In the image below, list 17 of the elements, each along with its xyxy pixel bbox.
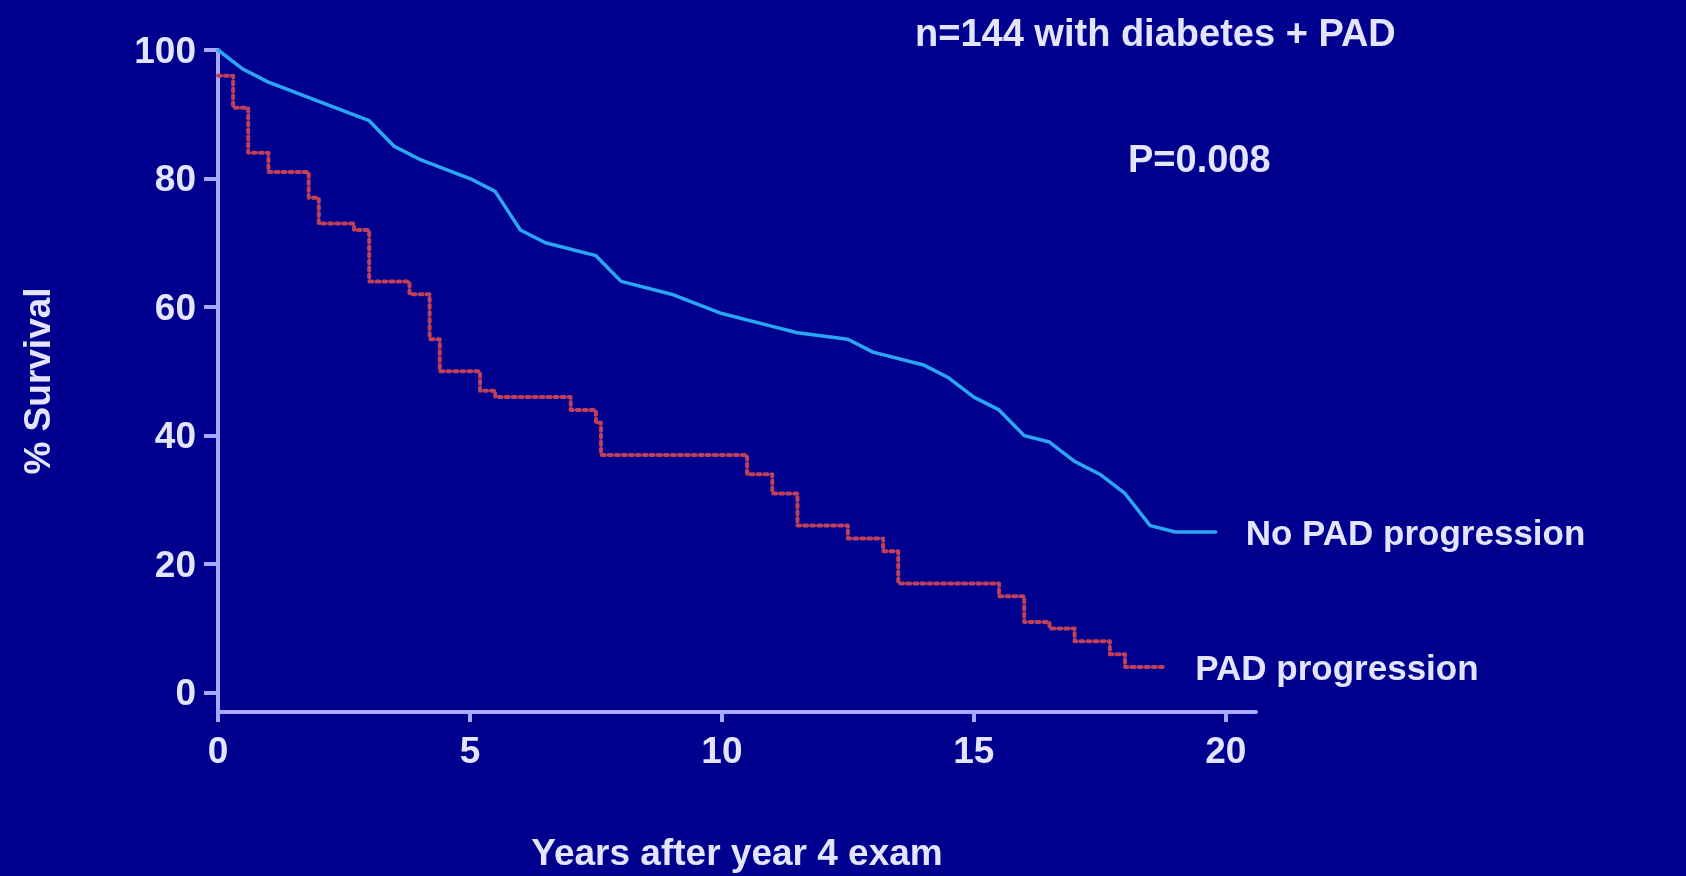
y-tick-label: 100: [134, 29, 196, 71]
x-tick-label: 0: [207, 730, 229, 771]
y-axis-title: % Survival: [17, 287, 58, 475]
series-label: No PAD progression: [1245, 512, 1586, 552]
x-tick-label: 5: [459, 730, 481, 771]
x-tick-label: 20: [1205, 730, 1247, 771]
x-tick-label: 15: [953, 730, 995, 771]
x-tick-label: 10: [701, 730, 743, 771]
series-label: PAD progression: [1195, 647, 1479, 687]
y-tick-label: 20: [154, 543, 196, 585]
x-axis-title: Years after year 4 exam: [531, 832, 943, 873]
y-tick-label: 60: [154, 286, 196, 328]
y-tick-label: 80: [154, 158, 196, 200]
y-tick-label: 0: [175, 672, 196, 714]
annotation: P=0.008: [1128, 138, 1271, 180]
annotation: n=144 with diabetes + PAD: [915, 12, 1396, 54]
y-tick-label: 40: [154, 415, 196, 457]
